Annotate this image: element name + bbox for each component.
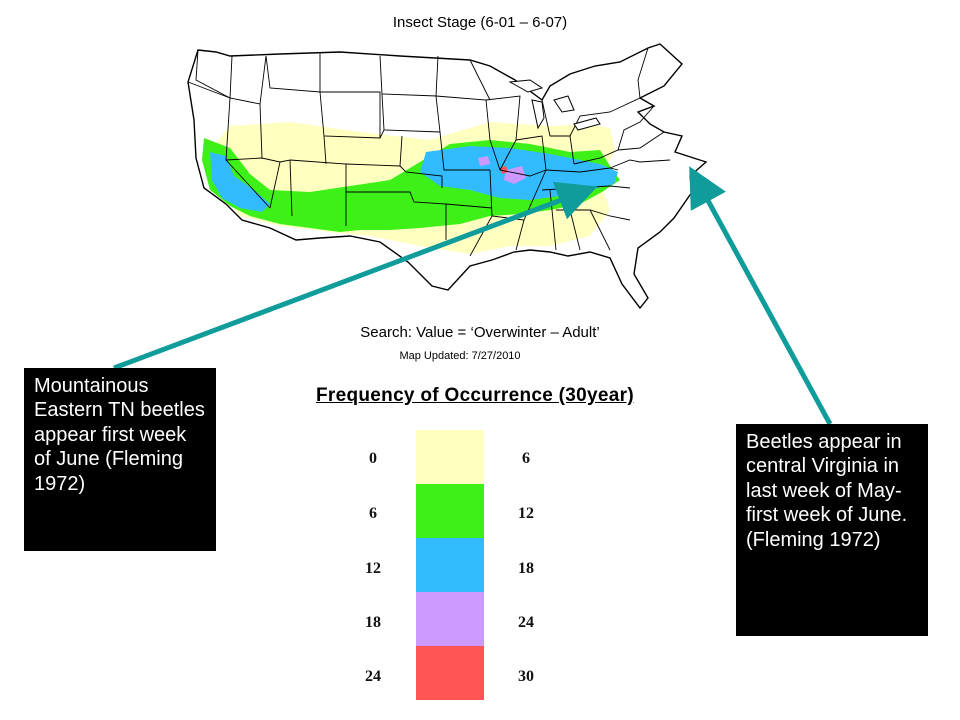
legend-low-label: 24: [365, 668, 381, 685]
legend-swatch-12-18: [416, 538, 484, 592]
note-central-virginia: Beetles appear in central Virginia in la…: [736, 424, 928, 636]
legend-low-label: 12: [365, 560, 381, 577]
legend-swatch-6-12: [416, 484, 484, 538]
legend-swatch-18-24: [416, 592, 484, 646]
legend-high-label: 12: [518, 505, 534, 522]
legend-swatch-0-6: [416, 430, 484, 484]
zone-12-18: [210, 146, 618, 212]
legend-low-label: 0: [369, 450, 377, 467]
legend-swatch-24-30: [416, 646, 484, 700]
zone-24-30: [500, 166, 508, 174]
great-lakes: [508, 79, 601, 131]
legend-high-label: 30: [518, 668, 534, 685]
map-updated-label: Map Updated: 7/27/2010: [399, 350, 521, 362]
legend-high-label: 24: [518, 614, 534, 631]
map-title: Insect Stage (6-01 – 6-07): [392, 14, 568, 31]
legend-title: Frequency of Occurrence (30year): [316, 385, 634, 406]
note-eastern-tn: Mountainous Eastern TN beetles appear fi…: [24, 368, 216, 551]
legend-high-label: 18: [518, 560, 534, 577]
us-frequency-map: [187, 43, 708, 310]
legend-high-label: 6: [522, 450, 530, 467]
search-query-label: Search: Value = ‘Overwinter – Adult’: [360, 324, 600, 341]
legend-low-label: 18: [365, 614, 381, 631]
arrow-to-eastern-tn: [113, 181, 598, 371]
arrow-to-central-virginia: [689, 166, 833, 426]
frequency-overlay: [202, 122, 620, 254]
legend-low-label: 6: [369, 505, 377, 522]
zone-18-24: [478, 156, 526, 184]
